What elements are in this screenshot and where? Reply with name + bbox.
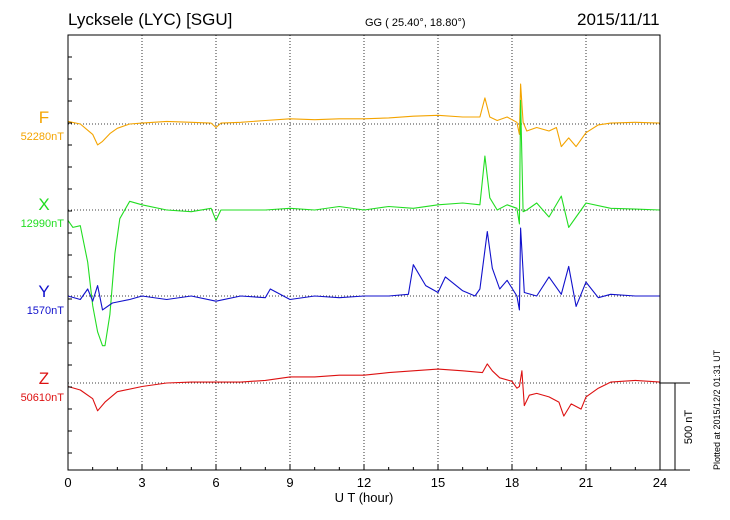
x-axis-label: U T (hour) bbox=[335, 490, 394, 505]
baseline-value-z: 50610nT bbox=[21, 392, 65, 404]
series-y-line bbox=[67, 227, 660, 311]
geographic-coords: GG ( 25.40°, 18.80°) bbox=[365, 17, 466, 29]
component-letter-z: Z bbox=[39, 369, 49, 388]
x-tick-label: 12 bbox=[357, 475, 371, 490]
grid-lines bbox=[141, 35, 587, 470]
x-ticks: 0 3 6 9 12 15 18 21 24 bbox=[64, 56, 667, 490]
station-title: Lycksele (LYC) [SGU] bbox=[68, 10, 233, 29]
x-tick-label: 3 bbox=[138, 475, 145, 490]
x-tick-label: 21 bbox=[579, 475, 593, 490]
x-tick-label: 24 bbox=[653, 475, 667, 490]
series-layer bbox=[67, 83, 661, 417]
x-tick-label: 9 bbox=[286, 475, 293, 490]
series-f-line bbox=[67, 83, 661, 148]
x-tick-label: 0 bbox=[64, 475, 71, 490]
component-labels: F 52280nT X 12990nT Y 1570nT Z 50610nT bbox=[21, 108, 65, 404]
scale-bar-label: 500 nT bbox=[683, 410, 695, 445]
component-letter-f: F bbox=[39, 108, 49, 127]
baseline-value-f: 52280nT bbox=[21, 131, 65, 143]
x-tick-label: 15 bbox=[431, 475, 445, 490]
series-x-line bbox=[67, 99, 661, 347]
x-tick-label: 6 bbox=[212, 475, 219, 490]
component-letter-y: Y bbox=[38, 282, 49, 301]
series-z-line bbox=[67, 363, 661, 417]
baseline-value-y: 1570nT bbox=[27, 305, 65, 317]
component-letter-x: X bbox=[38, 195, 49, 214]
scale-bar: 500 nT bbox=[660, 382, 695, 471]
x-tick-label: 18 bbox=[505, 475, 519, 490]
baseline-value-x: 12990nT bbox=[21, 218, 65, 230]
plot-date: 2015/11/11 bbox=[577, 10, 660, 29]
